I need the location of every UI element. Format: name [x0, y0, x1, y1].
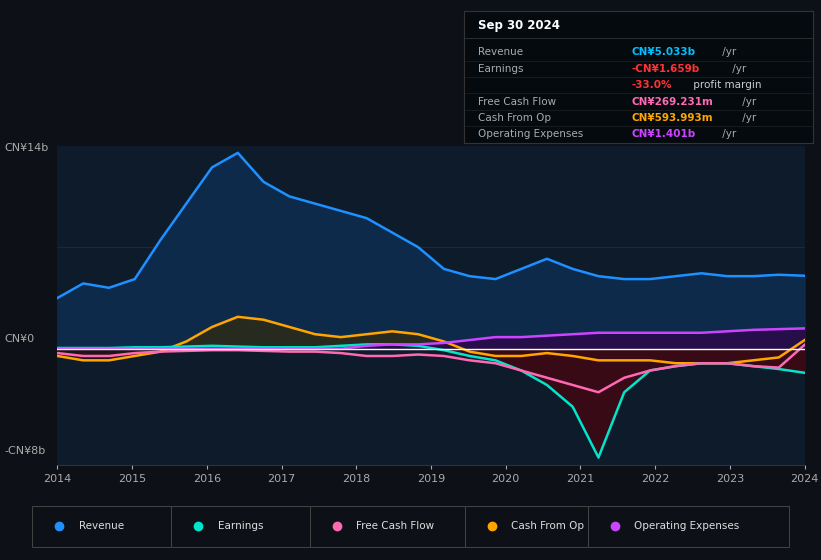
- FancyBboxPatch shape: [588, 506, 789, 547]
- Text: Earnings: Earnings: [478, 64, 523, 74]
- FancyBboxPatch shape: [172, 506, 310, 547]
- Text: CN¥593.993m: CN¥593.993m: [631, 113, 713, 123]
- Text: /yr: /yr: [719, 129, 736, 138]
- Text: -33.0%: -33.0%: [631, 80, 672, 90]
- Text: Operating Expenses: Operating Expenses: [478, 129, 583, 138]
- Text: /yr: /yr: [739, 113, 756, 123]
- Text: -CN¥1.659b: -CN¥1.659b: [631, 64, 699, 74]
- Text: Sep 30 2024: Sep 30 2024: [478, 19, 560, 32]
- Text: -CN¥8b: -CN¥8b: [4, 446, 45, 456]
- Text: CN¥0: CN¥0: [4, 334, 34, 344]
- Text: Cash From Op: Cash From Op: [511, 521, 584, 531]
- Text: /yr: /yr: [719, 47, 736, 57]
- FancyBboxPatch shape: [465, 506, 588, 547]
- Text: /yr: /yr: [729, 64, 746, 74]
- Text: Cash From Op: Cash From Op: [478, 113, 551, 123]
- Text: Earnings: Earnings: [218, 521, 263, 531]
- Text: CN¥1.401b: CN¥1.401b: [631, 129, 695, 138]
- FancyBboxPatch shape: [310, 506, 465, 547]
- Text: profit margin: profit margin: [690, 80, 761, 90]
- Text: CN¥14b: CN¥14b: [4, 143, 48, 153]
- Text: Operating Expenses: Operating Expenses: [635, 521, 740, 531]
- Text: CN¥269.231m: CN¥269.231m: [631, 97, 713, 107]
- Text: Revenue: Revenue: [79, 521, 124, 531]
- Text: Revenue: Revenue: [478, 47, 523, 57]
- FancyBboxPatch shape: [32, 506, 172, 547]
- Text: Free Cash Flow: Free Cash Flow: [478, 97, 556, 107]
- Text: CN¥5.033b: CN¥5.033b: [631, 47, 695, 57]
- Text: Free Cash Flow: Free Cash Flow: [356, 521, 434, 531]
- Text: /yr: /yr: [739, 97, 756, 107]
